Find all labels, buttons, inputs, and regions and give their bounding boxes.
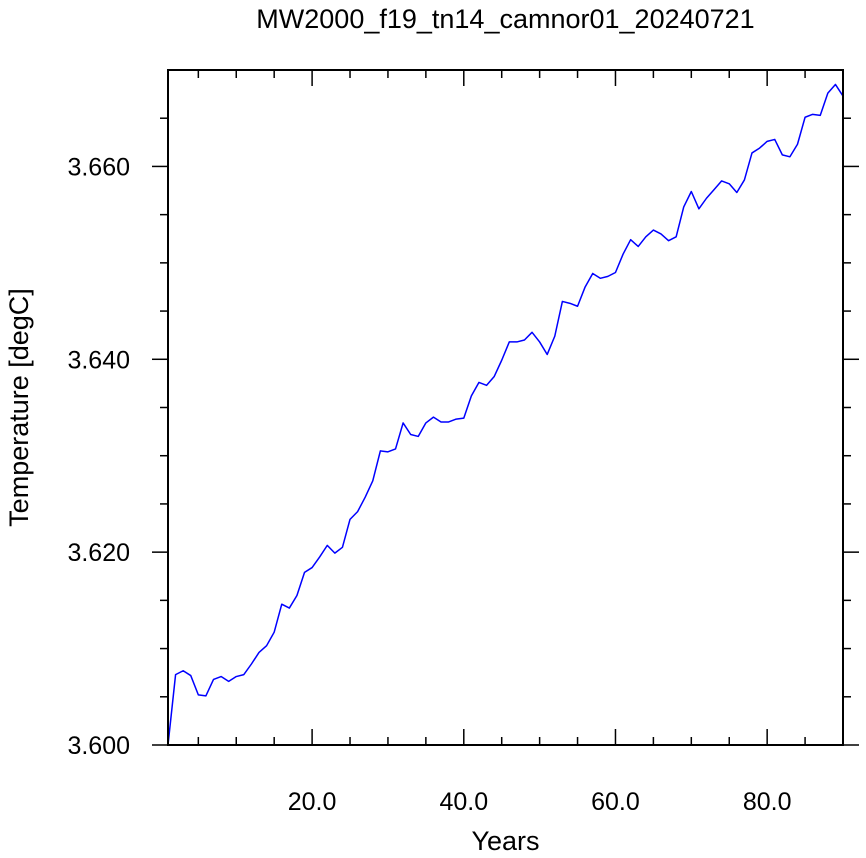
y-tick-label: 3.600 [67,732,130,760]
axis-ticks [152,70,859,746]
x-tick-label: 80.0 [743,788,792,816]
plot-frame [167,69,844,746]
x-tick-label: 20.0 [288,788,337,816]
y-tick-label: 3.620 [67,539,130,567]
x-axis-label: Years [471,826,539,856]
y-tick-label: 3.640 [67,346,130,374]
series-line [167,83,844,746]
x-tick-label: 40.0 [439,788,488,816]
chart-title: MW2000_f19_tn14_camnor01_20240721 [256,4,754,34]
y-axis-label: Temperature [degC] [4,288,34,527]
x-tick-label: 60.0 [591,788,640,816]
axis-tick-labels: 20.0 40.0 60.0 80.0 3.600 3.620 3.640 3.660 [67,153,791,816]
y-tick-label: 3.660 [67,153,130,181]
